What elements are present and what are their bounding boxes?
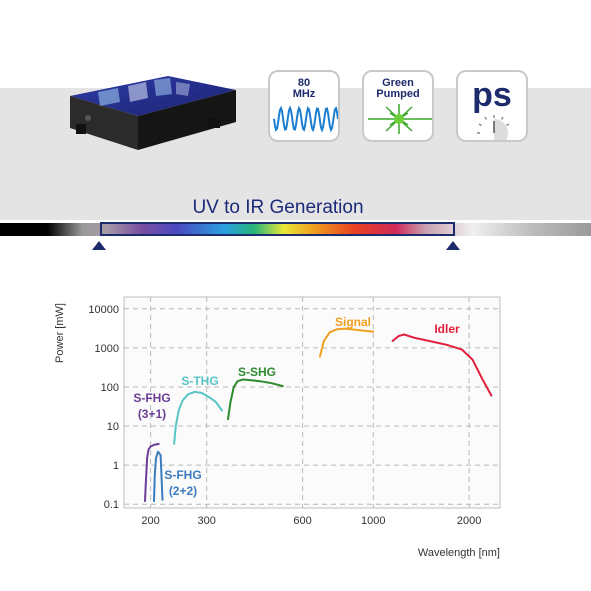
y-axis-label: Power [mW]	[54, 303, 66, 363]
spectrum-range-box	[100, 222, 455, 236]
series-line	[153, 450, 164, 503]
repetition-rate-badge: 80 MHz	[268, 70, 340, 142]
clock-dial-icon	[477, 115, 510, 140]
y-tick-label: 10	[107, 421, 119, 433]
series-line	[227, 378, 284, 421]
series-line	[144, 442, 160, 503]
series-label: S-FHG	[164, 468, 201, 482]
spectrum-title: UV to IR Generation	[192, 197, 364, 218]
badge-line-1: Green	[382, 77, 414, 89]
y-tick-label: 100	[101, 382, 119, 394]
badge-line-2: Pumped	[376, 88, 420, 100]
y-tick-label: 1000	[95, 343, 119, 355]
x-axis-label: Wavelength [nm]	[418, 547, 500, 559]
y-tick-label: 0.1	[104, 499, 119, 511]
badge-line-1: 80	[297, 77, 311, 89]
series-line	[391, 333, 493, 397]
series-label: (2+2)	[169, 484, 197, 498]
series-line	[318, 327, 375, 358]
series-label: S-FHG	[133, 391, 170, 405]
series-label: (3+1)	[138, 407, 166, 421]
series-line	[173, 390, 223, 445]
x-tick-label: 200	[141, 515, 159, 527]
x-tick-label: 300	[198, 515, 216, 527]
y-tick-label: 10000	[88, 304, 119, 316]
x-tick-label: 600	[293, 515, 311, 527]
green-pumped-badge: Green Pumped	[362, 70, 434, 142]
badge-line-2: MHz	[292, 88, 316, 100]
x-tick-label: 1000	[361, 515, 385, 527]
range-end-marker	[446, 241, 460, 250]
x-tick-label: 2000	[457, 515, 481, 527]
series-label: Signal	[335, 315, 371, 329]
y-tick-label: 1	[113, 460, 119, 472]
badge-label: ps	[472, 76, 512, 114]
picosecond-badge: ps	[456, 70, 528, 142]
laser-device-image	[70, 76, 236, 150]
plot-area	[123, 296, 501, 509]
series-label: S-THG	[181, 374, 218, 388]
spectrum-bar	[0, 223, 591, 236]
range-start-marker	[92, 241, 106, 250]
series-label: S-SHG	[238, 365, 276, 379]
series-label: Idler	[434, 322, 460, 336]
green-laser-burst-icon	[368, 104, 432, 134]
sine-wave-icon	[273, 105, 338, 133]
